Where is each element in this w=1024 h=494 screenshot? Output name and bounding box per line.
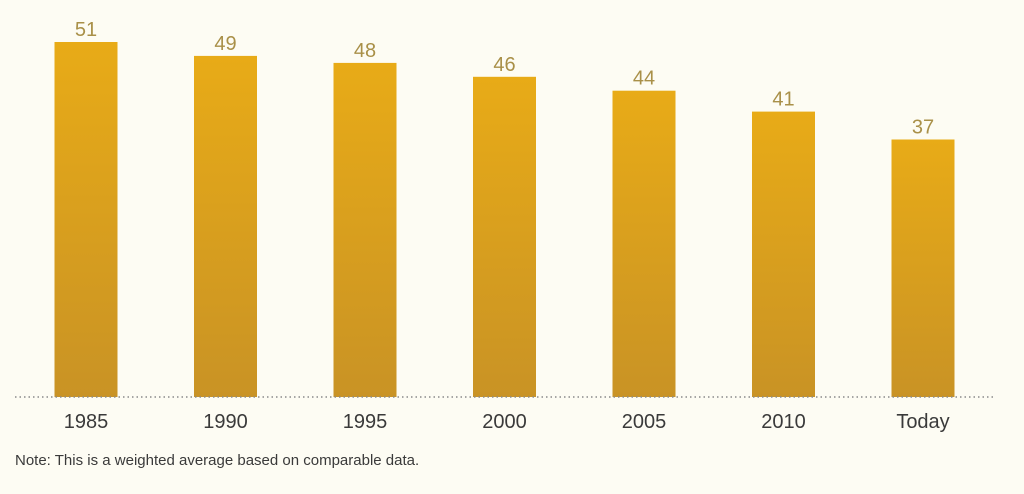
bar-1985: [54, 42, 118, 397]
footnote: Note: This is a weighted average based o…: [15, 452, 420, 469]
bar-2000: [473, 76, 536, 398]
x-tick-label-2005: 2005: [622, 411, 667, 433]
bars-layer: [54, 42, 955, 398]
bar-1995: [333, 62, 397, 398]
value-label-1990: 49: [214, 33, 236, 55]
value-label-1985: 51: [75, 19, 97, 41]
x-tick-label-1985: 1985: [64, 411, 109, 433]
x-tick-label-1995: 1995: [343, 411, 388, 433]
value-label-2000: 46: [493, 54, 515, 76]
bar-2005: [612, 90, 676, 397]
bar-1990: [194, 55, 257, 398]
x-tick-label-2000: 2000: [482, 411, 527, 433]
x-tick-label-today: Today: [896, 411, 949, 433]
value-label-1995: 48: [354, 40, 376, 62]
bar-today: [891, 139, 955, 397]
x-tick-label-1990: 1990: [203, 411, 248, 433]
value-label-2005: 44: [633, 68, 655, 90]
labels-layer: 51 1985 49 1990 48 1995 46 2000 44 2005 41 2010 37 To…: [64, 19, 950, 433]
value-label-today: 37: [912, 117, 934, 139]
bar-2010: [752, 111, 815, 397]
x-tick-label-2010: 2010: [761, 411, 806, 433]
value-label-2010: 41: [772, 89, 794, 111]
